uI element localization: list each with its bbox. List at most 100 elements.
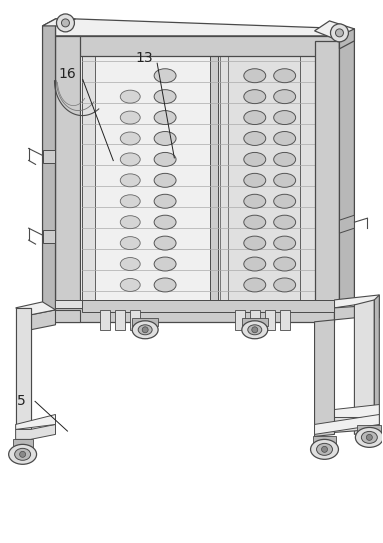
Ellipse shape [244,236,266,250]
Ellipse shape [274,236,296,250]
Polygon shape [280,310,290,330]
Ellipse shape [142,327,148,333]
Polygon shape [339,215,354,233]
Polygon shape [242,318,268,326]
Ellipse shape [154,215,176,229]
Ellipse shape [120,257,140,270]
Ellipse shape [132,321,158,339]
Polygon shape [210,46,218,308]
Polygon shape [334,414,379,432]
Ellipse shape [244,153,266,166]
Ellipse shape [138,325,152,335]
Polygon shape [339,29,354,308]
Polygon shape [215,56,334,308]
Polygon shape [43,19,75,26]
Ellipse shape [274,90,296,104]
Text: 16: 16 [59,67,76,81]
Ellipse shape [244,257,266,271]
Text: 13: 13 [135,51,152,65]
Ellipse shape [154,111,176,124]
Polygon shape [314,21,354,41]
Ellipse shape [311,439,339,459]
Polygon shape [339,29,354,49]
Ellipse shape [154,153,176,166]
Polygon shape [56,308,334,322]
Ellipse shape [274,257,296,271]
Ellipse shape [244,90,266,104]
Polygon shape [334,305,379,320]
Polygon shape [16,308,31,450]
Polygon shape [82,300,334,312]
Ellipse shape [120,132,140,145]
Ellipse shape [316,444,332,456]
Ellipse shape [120,216,140,229]
Polygon shape [300,41,314,308]
Polygon shape [334,405,379,418]
Polygon shape [56,300,334,308]
Ellipse shape [120,237,140,250]
Ellipse shape [154,278,176,292]
Ellipse shape [154,69,176,83]
Polygon shape [16,308,31,450]
Ellipse shape [120,195,140,208]
Ellipse shape [248,325,262,335]
Ellipse shape [252,327,258,333]
Ellipse shape [331,24,349,42]
Text: 5: 5 [17,394,26,408]
Ellipse shape [120,111,140,124]
Ellipse shape [336,29,344,37]
Polygon shape [354,300,374,434]
Polygon shape [31,310,56,330]
Ellipse shape [244,194,266,208]
Ellipse shape [244,131,266,146]
Ellipse shape [367,434,372,440]
Polygon shape [250,310,260,330]
Ellipse shape [56,14,74,32]
Polygon shape [132,318,158,326]
Ellipse shape [9,444,36,464]
Ellipse shape [154,173,176,187]
Polygon shape [43,230,56,243]
Ellipse shape [321,446,327,452]
Ellipse shape [244,215,266,229]
Ellipse shape [120,153,140,166]
Ellipse shape [244,173,266,187]
Ellipse shape [244,69,266,83]
Ellipse shape [154,236,176,250]
Polygon shape [130,310,140,330]
Ellipse shape [154,194,176,208]
Polygon shape [56,36,339,56]
Polygon shape [265,310,275,330]
Polygon shape [31,310,80,322]
Ellipse shape [244,278,266,292]
Ellipse shape [62,19,69,27]
Polygon shape [82,56,215,308]
Polygon shape [16,302,56,315]
Polygon shape [43,19,56,315]
Polygon shape [16,414,56,430]
Polygon shape [56,19,354,36]
Ellipse shape [242,321,268,339]
Ellipse shape [355,427,383,447]
Polygon shape [314,320,334,437]
Ellipse shape [15,449,31,460]
Ellipse shape [154,90,176,104]
Ellipse shape [154,257,176,271]
Ellipse shape [274,111,296,124]
Ellipse shape [274,215,296,229]
Polygon shape [374,295,379,430]
Polygon shape [313,437,337,445]
Polygon shape [16,425,56,439]
Polygon shape [220,46,228,308]
Ellipse shape [274,69,296,83]
Polygon shape [235,310,245,330]
Ellipse shape [274,278,296,292]
Polygon shape [13,439,33,450]
Ellipse shape [120,90,140,103]
Polygon shape [334,295,379,308]
Polygon shape [357,425,381,434]
Ellipse shape [120,174,140,187]
Ellipse shape [274,131,296,146]
Polygon shape [314,414,379,434]
Polygon shape [56,36,80,310]
